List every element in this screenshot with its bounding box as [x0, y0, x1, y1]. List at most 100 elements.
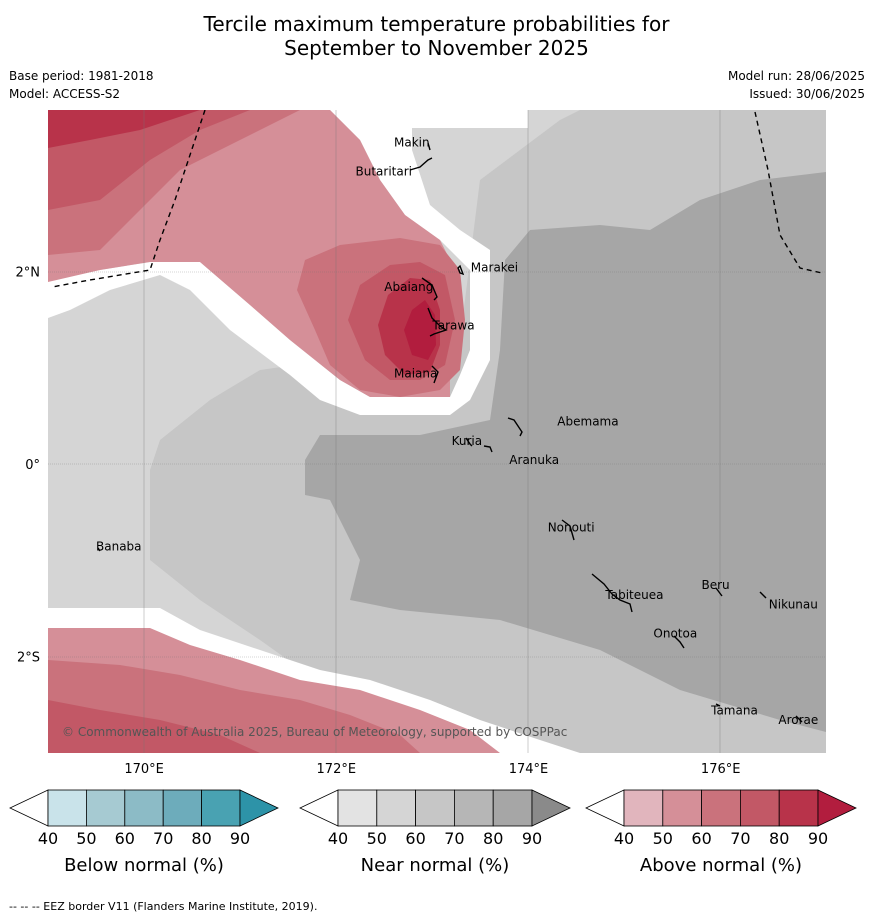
colorbar-swatch	[453, 789, 494, 827]
colorbar-tick-label: 70	[444, 829, 464, 848]
place-label-onotoa: Onotoa	[653, 626, 697, 640]
makin-island	[427, 142, 431, 151]
colorbar-swatch	[778, 789, 819, 827]
title-line-1: Tercile maximum temperature probabilitie…	[203, 12, 670, 36]
place-label-aranuka: Aranuka	[509, 453, 559, 467]
tarawa-island	[427, 307, 448, 337]
place-label-marakei: Marakei	[471, 261, 518, 275]
colorbar-swatch	[124, 789, 164, 827]
abemama-island	[507, 417, 523, 437]
colorbar-swatch	[740, 789, 780, 827]
colorbar-extend-high	[531, 789, 571, 827]
butaritari-island	[409, 157, 433, 171]
nonouti-island	[561, 519, 575, 541]
place-label-nonouti: Nonouti	[548, 520, 595, 534]
place-label-abemama: Abemama	[557, 415, 618, 429]
longitude-labels: 170°E 172°E 174°E 176°E	[124, 762, 740, 777]
colorbar-1: 40 50 60 70 80 90 Below normal (%)	[9, 789, 279, 876]
colorbar-tick-label: 90	[230, 829, 250, 848]
map-title: Tercile maximum temperature probabilitie…	[0, 12, 873, 60]
aranuka-island	[483, 445, 493, 453]
colorbar-swatch	[662, 789, 702, 827]
place-label-abaiang: Abaiang	[384, 280, 433, 294]
place-label-tarawa: Tarawa	[431, 318, 474, 332]
colorbar-tick-label: 90	[522, 829, 542, 848]
meta-left: Base period: 1981-2018 Model: ACCESS-S2	[9, 69, 154, 105]
title-line-2: September to November 2025	[284, 36, 589, 60]
above-normal-90-tarawa	[404, 300, 436, 360]
latitude-labels: 2°N 0° 2°S	[16, 266, 41, 666]
colorbar-swatch	[47, 789, 87, 827]
lon-tick-label: 174°E	[509, 762, 549, 777]
beru-island	[715, 587, 723, 597]
eez-footnote: -- -- -- EEZ border V11 (Flanders Marine…	[9, 900, 318, 913]
copyright-note: © Commonwealth of Australia 2025, Bureau…	[62, 725, 567, 739]
kuria-island	[465, 437, 473, 447]
marakei-island	[457, 264, 465, 276]
place-label-makin: Makin	[394, 135, 430, 149]
issued-date: Issued: 30/06/2025	[749, 87, 865, 101]
colorbar-title: Near normal (%)	[361, 855, 510, 876]
colorbar-tick-label: 60	[405, 829, 425, 848]
meta-right: Model run: 28/06/2025 Issued: 30/06/2025	[728, 69, 865, 105]
above-normal-80-north	[48, 110, 200, 148]
banaba-island	[97, 547, 101, 552]
colorbar-tick-label: 40	[38, 829, 58, 848]
place-label-arorae: Arorae	[778, 713, 818, 727]
colorbar-swatch	[162, 789, 202, 827]
lon-tick-label: 176°E	[701, 762, 741, 777]
place-label-nikunau: Nikunau	[769, 597, 818, 611]
colorbar-swatch	[376, 789, 416, 827]
nikunau-island	[759, 591, 767, 599]
maiana-island	[431, 365, 439, 384]
colorbar-tick-label: 90	[808, 829, 828, 848]
onotoa-island	[673, 635, 685, 649]
abaiang-island	[421, 277, 438, 301]
eez-border-west	[51, 110, 206, 288]
colorbar-tick-label: 40	[614, 829, 634, 848]
colorbar-tick-label: 60	[691, 829, 711, 848]
near-normal-60-region	[305, 172, 826, 732]
colorbar-swatch	[492, 789, 533, 827]
colorbar-swatch	[415, 789, 455, 827]
colorbar-tick-label: 80	[191, 829, 211, 848]
place-label-tamana: Tamana	[710, 703, 758, 717]
colorbar-tick-label: 50	[76, 829, 96, 848]
colorbar-swatch	[701, 789, 741, 827]
eez-border-east	[754, 111, 823, 274]
graticule	[48, 110, 826, 753]
lat-tick-label: 2°S	[17, 651, 40, 666]
colorbar-extend-high	[817, 789, 857, 827]
colorbar-swatch	[86, 789, 126, 827]
colorbar-swatch	[623, 789, 664, 827]
lon-tick-label: 170°E	[124, 762, 164, 777]
colorbar-tick-label: 80	[483, 829, 503, 848]
colorbar-tick-label: 80	[769, 829, 789, 848]
place-label-kuria: Kuria	[452, 434, 483, 448]
place-label-tabiteuea: Tabiteuea	[604, 588, 663, 602]
tabiteuea-island	[591, 573, 633, 613]
lon-tick-label: 172°E	[317, 762, 357, 777]
model-name: Model: ACCESS-S2	[9, 87, 121, 101]
above-normal-70-south	[48, 700, 260, 753]
colorbar-title: Below normal (%)	[64, 855, 224, 876]
colorbar-extend-low	[9, 789, 49, 827]
tamana-island	[715, 703, 721, 707]
colorbar-title: Above normal (%)	[640, 855, 802, 876]
colorbar-extend-low	[585, 789, 625, 827]
colorbar-tick-label: 50	[367, 829, 387, 848]
colorbar-tick-label: 70	[153, 829, 173, 848]
colorbar-swatch	[337, 789, 378, 827]
base-period: Base period: 1981-2018	[9, 69, 154, 83]
colorbar-swatch	[201, 789, 241, 827]
island-outlines	[97, 142, 803, 723]
colorbar-tick-label: 60	[115, 829, 135, 848]
model-run: Model run: 28/06/2025	[727, 69, 865, 83]
map-area: Makin Butaritari Marakei Abaiang Tarawa Maian…	[48, 110, 826, 753]
colorbar-extend-low	[299, 789, 339, 827]
place-label-beru: Beru	[702, 578, 730, 592]
place-label-butaritari: Butaritari	[356, 164, 413, 178]
colorbar-3: 40 50 60 70 80 90 Above normal (%)	[585, 789, 857, 876]
place-labels: Makin Butaritari Marakei Abaiang Tarawa Maian…	[96, 135, 818, 727]
